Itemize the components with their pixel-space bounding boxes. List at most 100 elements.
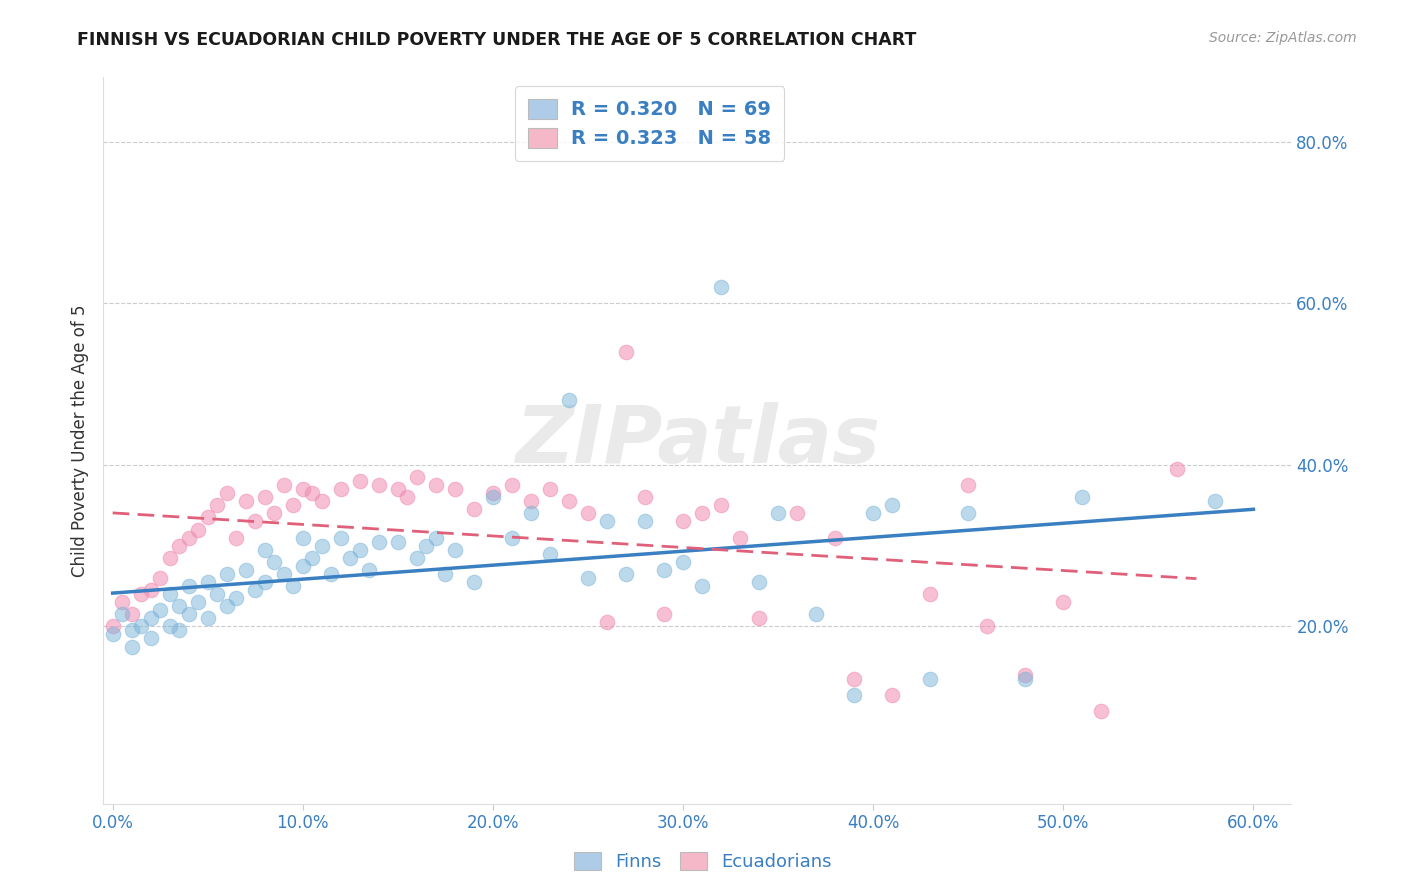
Point: [101, 627, 124, 641]
Point: [205, 498, 228, 512]
Point: [215, 486, 238, 500]
Point: [253, 542, 276, 557]
Point: [482, 490, 505, 504]
Point: [263, 507, 285, 521]
Point: [121, 640, 143, 654]
Point: [1014, 668, 1036, 682]
Point: [273, 566, 295, 581]
Point: [596, 515, 619, 529]
Point: [405, 470, 427, 484]
Point: [291, 482, 314, 496]
Point: [139, 582, 162, 597]
Point: [786, 507, 808, 521]
Point: [111, 607, 134, 622]
Point: [215, 566, 238, 581]
Legend: Finns, Ecuadorians: Finns, Ecuadorians: [567, 845, 839, 879]
Y-axis label: Child Poverty Under the Age of 5: Child Poverty Under the Age of 5: [72, 304, 89, 577]
Point: [167, 624, 190, 638]
Point: [129, 619, 152, 633]
Point: [301, 486, 323, 500]
Point: [159, 587, 181, 601]
Point: [291, 531, 314, 545]
Point: [129, 587, 152, 601]
Point: [862, 507, 884, 521]
Point: [710, 280, 733, 294]
Point: [538, 547, 561, 561]
Point: [253, 574, 276, 589]
Point: [844, 672, 866, 686]
Point: [882, 498, 904, 512]
Point: [920, 587, 942, 601]
Point: [273, 478, 295, 492]
Point: [301, 550, 323, 565]
Point: [215, 599, 238, 614]
Point: [576, 571, 599, 585]
Point: [396, 490, 419, 504]
Point: [652, 563, 675, 577]
Point: [728, 531, 751, 545]
Point: [339, 550, 361, 565]
Point: [225, 531, 247, 545]
Point: [538, 482, 561, 496]
Point: [253, 490, 276, 504]
Point: [187, 523, 209, 537]
Point: [167, 539, 190, 553]
Point: [558, 393, 581, 408]
Point: [690, 507, 713, 521]
Point: [1166, 462, 1188, 476]
Point: [710, 498, 733, 512]
Point: [367, 478, 389, 492]
Point: [844, 688, 866, 702]
Point: [690, 579, 713, 593]
Legend: R = 0.320   N = 69, R = 0.323   N = 58: R = 0.320 N = 69, R = 0.323 N = 58: [516, 87, 785, 161]
Point: [387, 534, 409, 549]
Point: [482, 486, 505, 500]
Point: [111, 595, 134, 609]
Point: [672, 555, 695, 569]
Point: [596, 615, 619, 630]
Point: [463, 502, 485, 516]
Point: [425, 478, 447, 492]
Point: [425, 531, 447, 545]
Point: [311, 494, 333, 508]
Point: [245, 515, 267, 529]
Point: [139, 611, 162, 625]
Point: [159, 550, 181, 565]
Point: [957, 507, 980, 521]
Point: [149, 571, 172, 585]
Point: [652, 607, 675, 622]
Point: [321, 566, 343, 581]
Text: FINNISH VS ECUADORIAN CHILD POVERTY UNDER THE AGE OF 5 CORRELATION CHART: FINNISH VS ECUADORIAN CHILD POVERTY UNDE…: [77, 31, 917, 49]
Point: [311, 539, 333, 553]
Point: [291, 558, 314, 573]
Point: [197, 574, 219, 589]
Point: [614, 566, 637, 581]
Point: [501, 531, 523, 545]
Text: ZIPatlas: ZIPatlas: [515, 401, 880, 480]
Point: [501, 478, 523, 492]
Point: [387, 482, 409, 496]
Point: [976, 619, 998, 633]
Point: [167, 599, 190, 614]
Point: [1014, 672, 1036, 686]
Point: [349, 542, 371, 557]
Point: [121, 607, 143, 622]
Point: [177, 579, 200, 593]
Point: [434, 566, 457, 581]
Point: [614, 345, 637, 359]
Point: [121, 624, 143, 638]
Point: [235, 563, 257, 577]
Point: [1090, 704, 1112, 718]
Point: [444, 482, 467, 496]
Point: [283, 579, 305, 593]
Point: [634, 515, 657, 529]
Point: [748, 611, 770, 625]
Point: [349, 474, 371, 488]
Point: [882, 688, 904, 702]
Point: [920, 672, 942, 686]
Point: [159, 619, 181, 633]
Point: [139, 632, 162, 646]
Point: [101, 619, 124, 633]
Point: [576, 507, 599, 521]
Point: [766, 507, 789, 521]
